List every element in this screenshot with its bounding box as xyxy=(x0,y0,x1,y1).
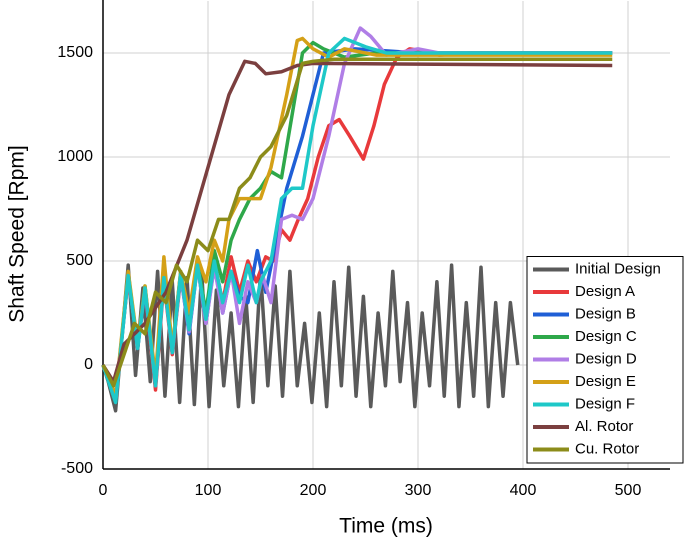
x-tick-label: 300 xyxy=(405,482,432,499)
legend-label: Design B xyxy=(575,305,636,322)
y-tick-label: 1000 xyxy=(57,148,93,165)
legend-label: Cu. Rotor xyxy=(575,440,639,457)
legend-label: Design F xyxy=(575,395,635,412)
legend-label: Initial Design xyxy=(575,260,661,277)
y-tick-label: 1500 xyxy=(57,44,93,61)
series-line xyxy=(101,57,613,388)
legend-label: Design A xyxy=(575,283,635,300)
x-tick-label: 0 xyxy=(99,482,108,499)
legend-label: Design E xyxy=(575,373,636,390)
x-tick-label: 100 xyxy=(195,482,222,499)
x-tick-label: 500 xyxy=(615,482,642,499)
legend-label: Design D xyxy=(575,350,637,367)
legend-label: Design C xyxy=(575,328,637,345)
y-tick-label: 500 xyxy=(66,252,93,269)
x-tick-label: 400 xyxy=(510,482,537,499)
y-tick-label: -500 xyxy=(61,460,93,477)
x-axis-label: Time (ms) xyxy=(339,515,433,538)
y-axis-label: Shaft Speed [Rpm] xyxy=(6,145,29,322)
x-tick-label: 200 xyxy=(300,482,327,499)
y-tick-label: 0 xyxy=(84,356,93,373)
legend-label: Al. Rotor xyxy=(575,418,633,435)
series-line xyxy=(101,36,613,405)
